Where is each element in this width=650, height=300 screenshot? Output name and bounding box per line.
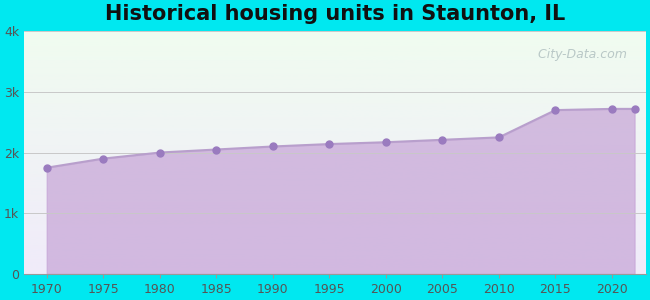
Point xyxy=(606,106,617,111)
Point xyxy=(629,106,640,111)
Title: Historical housing units in Staunton, IL: Historical housing units in Staunton, IL xyxy=(105,4,565,24)
Point xyxy=(324,142,335,146)
Point xyxy=(437,137,448,142)
Point xyxy=(98,156,109,161)
Point xyxy=(42,165,52,170)
Point xyxy=(211,147,222,152)
Point xyxy=(381,140,391,145)
Text: City-Data.com: City-Data.com xyxy=(530,48,627,61)
Point xyxy=(550,108,560,112)
Point xyxy=(268,144,278,149)
Point xyxy=(494,135,504,140)
Point xyxy=(155,150,165,155)
